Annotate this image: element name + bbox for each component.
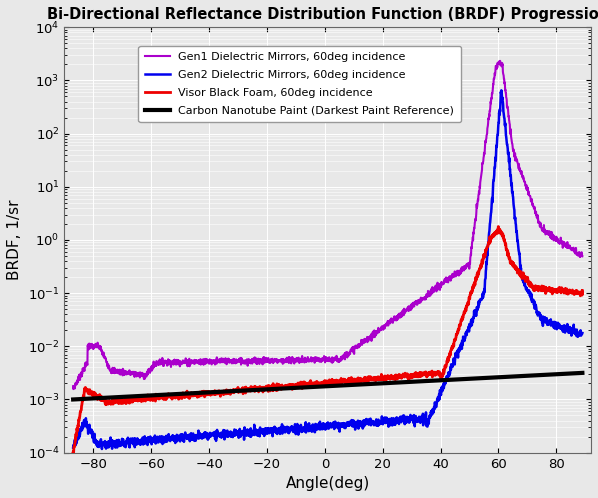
Visor Black Foam, 60deg incidence [96,394,103,400]
Visor Black Foam, 60deg incidence [69,449,77,455]
Gen1 Dielectric Mirrors, 60deg incidence [70,386,77,392]
Carbon Nanotube Paint (Darkest Paint Reference) [471,375,478,381]
Gen2 Dielectric Mirrors, 60deg incidence [579,330,586,336]
Gen2 Dielectric Mirrors, 60deg incidence [98,446,105,452]
Visor Black Foam, 60deg incidence [495,224,502,230]
Y-axis label: BRDF, 1/sr: BRDF, 1/sr [7,200,22,280]
Visor Black Foam, 60deg incidence [564,289,571,295]
Gen2 Dielectric Mirrors, 60deg incidence [498,87,505,93]
Gen2 Dielectric Mirrors, 60deg incidence [69,445,77,451]
Gen1 Dielectric Mirrors, 60deg incidence [565,245,572,251]
Gen1 Dielectric Mirrors, 60deg incidence [69,383,77,389]
Gen2 Dielectric Mirrors, 60deg incidence [304,423,311,429]
Carbon Nanotube Paint (Darkest Paint Reference) [564,371,571,376]
Gen1 Dielectric Mirrors, 60deg incidence [496,58,504,64]
Visor Black Foam, 60deg incidence [471,283,478,289]
Carbon Nanotube Paint (Darkest Paint Reference) [564,371,571,376]
Carbon Nanotube Paint (Darkest Paint Reference) [579,370,586,376]
Gen2 Dielectric Mirrors, 60deg incidence [96,444,103,450]
Visor Black Foam, 60deg incidence [304,382,311,388]
Gen2 Dielectric Mirrors, 60deg incidence [471,312,478,318]
Visor Black Foam, 60deg incidence [565,291,572,297]
X-axis label: Angle(deg): Angle(deg) [286,476,370,491]
Line: Gen1 Dielectric Mirrors, 60deg incidence: Gen1 Dielectric Mirrors, 60deg incidence [73,61,582,389]
Gen2 Dielectric Mirrors, 60deg incidence [565,325,572,331]
Gen1 Dielectric Mirrors, 60deg incidence [471,226,478,232]
Gen2 Dielectric Mirrors, 60deg incidence [565,326,572,332]
Gen1 Dielectric Mirrors, 60deg incidence [304,356,311,362]
Gen1 Dielectric Mirrors, 60deg incidence [96,346,103,352]
Carbon Nanotube Paint (Darkest Paint Reference) [96,395,103,401]
Line: Carbon Nanotube Paint (Darkest Paint Reference): Carbon Nanotube Paint (Darkest Paint Ref… [73,373,582,399]
Gen1 Dielectric Mirrors, 60deg incidence [579,253,586,259]
Carbon Nanotube Paint (Darkest Paint Reference) [304,384,311,390]
Title: Bi-Directional Reflectance Distribution Function (BRDF) Progression: Bi-Directional Reflectance Distribution … [47,7,598,22]
Carbon Nanotube Paint (Darkest Paint Reference) [69,396,77,402]
Gen1 Dielectric Mirrors, 60deg incidence [565,243,572,249]
Line: Visor Black Foam, 60deg incidence: Visor Black Foam, 60deg incidence [73,227,582,452]
Carbon Nanotube Paint (Darkest Paint Reference) [317,383,324,389]
Visor Black Foam, 60deg incidence [579,288,586,294]
Gen2 Dielectric Mirrors, 60deg incidence [318,424,325,430]
Legend: Gen1 Dielectric Mirrors, 60deg incidence, Gen2 Dielectric Mirrors, 60deg inciden: Gen1 Dielectric Mirrors, 60deg incidence… [139,46,461,123]
Gen1 Dielectric Mirrors, 60deg incidence [318,359,325,365]
Line: Gen2 Dielectric Mirrors, 60deg incidence: Gen2 Dielectric Mirrors, 60deg incidence [73,90,582,449]
Visor Black Foam, 60deg incidence [317,381,324,387]
